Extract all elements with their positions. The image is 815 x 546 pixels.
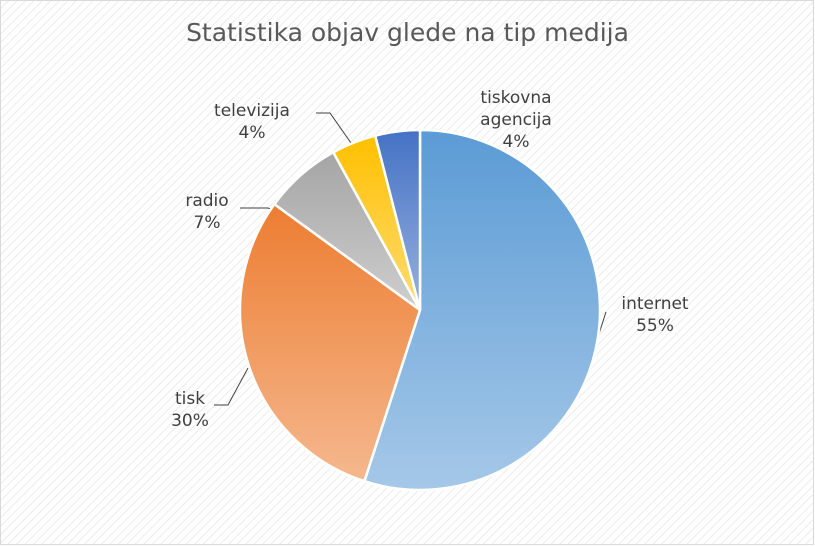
pie-slice — [362, 128, 602, 492]
value-label: 4% — [502, 132, 530, 152]
value-label: 30% — [171, 411, 209, 431]
data-label: televizija 4% — [202, 100, 302, 144]
pie-slice — [373, 128, 422, 311]
data-label: tisk 30% — [140, 388, 240, 432]
data-label: tiskovna agencija 4% — [466, 87, 566, 153]
value-label: 4% — [238, 123, 266, 143]
data-label: internet 55% — [605, 293, 705, 337]
category-label: tiskovna agencija — [480, 88, 552, 130]
category-label: internet — [621, 294, 689, 314]
chart-title: Statistika objav glede na tip medija — [186, 18, 629, 47]
value-label: 7% — [193, 213, 221, 233]
value-label: 55% — [636, 316, 674, 336]
category-label: televizija — [214, 101, 290, 121]
category-label: radio — [185, 191, 229, 211]
data-label: radio 7% — [157, 190, 257, 234]
category-label: tisk — [174, 389, 206, 409]
pie-slice — [238, 202, 422, 483]
